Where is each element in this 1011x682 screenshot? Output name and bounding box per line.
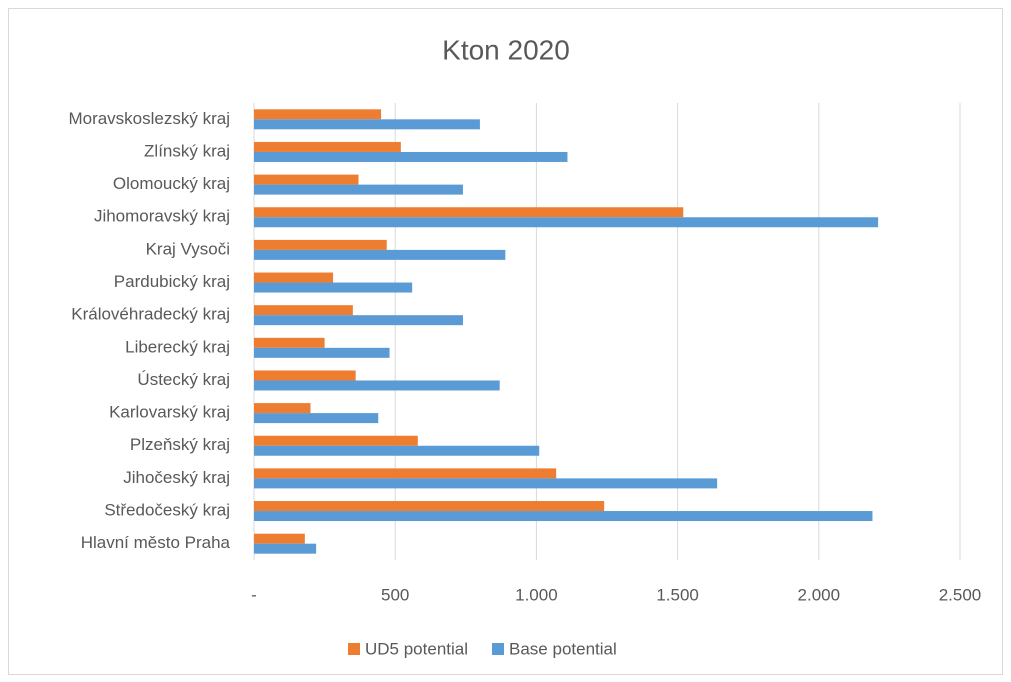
bar [254, 380, 500, 391]
bar [254, 413, 379, 424]
x-tick-label: - [251, 585, 257, 604]
bar [254, 403, 311, 414]
bar [254, 249, 506, 260]
y-tick-label: Jihočeský kraj [123, 468, 230, 487]
y-tick-label: Ústecký kraj [137, 370, 230, 389]
bar [254, 282, 413, 293]
x-tick-label: 1.000 [515, 585, 558, 604]
chart-frame [8, 8, 1003, 675]
bar [254, 435, 418, 446]
x-tick-label: 2.000 [798, 585, 841, 604]
y-tick-label: Plzeňský kraj [130, 435, 230, 454]
y-tick-label: Zlínský kraj [144, 141, 230, 160]
bar [254, 207, 684, 218]
bar [254, 533, 305, 544]
y-tick-label: Olomoucký kraj [113, 174, 230, 193]
y-tick-label: Hlavní město Praha [81, 533, 231, 552]
bar [254, 174, 359, 185]
y-tick-label: Jihomoravský kraj [94, 207, 230, 226]
bar [254, 478, 718, 489]
legend-label: UD5 potential [365, 639, 468, 658]
bar [254, 272, 334, 283]
bar [254, 468, 557, 479]
legend-swatch [348, 643, 360, 655]
bar [254, 511, 873, 522]
bar [254, 543, 317, 554]
bar [254, 217, 879, 228]
x-tick-label: 500 [381, 585, 409, 604]
bar [254, 151, 568, 162]
y-tick-label: Moravskoslezský kraj [68, 109, 230, 128]
y-tick-label: Středočeský kraj [104, 501, 230, 520]
bar [254, 347, 390, 358]
x-tick-label: 1.500 [656, 585, 699, 604]
bar [254, 445, 540, 456]
bar [254, 109, 382, 120]
bar [254, 239, 387, 250]
bar [254, 141, 401, 152]
legend-label: Base potential [509, 639, 617, 658]
bar [254, 184, 463, 195]
bar [254, 305, 353, 316]
legend-swatch [492, 643, 505, 655]
y-tick-label: Kraj Vysoči [146, 239, 230, 258]
bar [254, 119, 480, 130]
y-tick-label: Královéhradecký kraj [71, 305, 230, 324]
y-tick-label: Pardubický kraj [114, 272, 230, 291]
bar [254, 315, 463, 326]
bar [254, 337, 325, 348]
bar [254, 370, 356, 381]
y-tick-label: Karlovarský kraj [109, 403, 230, 422]
x-tick-label: 2.500 [939, 585, 982, 604]
y-tick-label: Liberecký kraj [125, 337, 230, 356]
bar [254, 501, 605, 512]
chart-title: Kton 2020 [442, 34, 570, 65]
